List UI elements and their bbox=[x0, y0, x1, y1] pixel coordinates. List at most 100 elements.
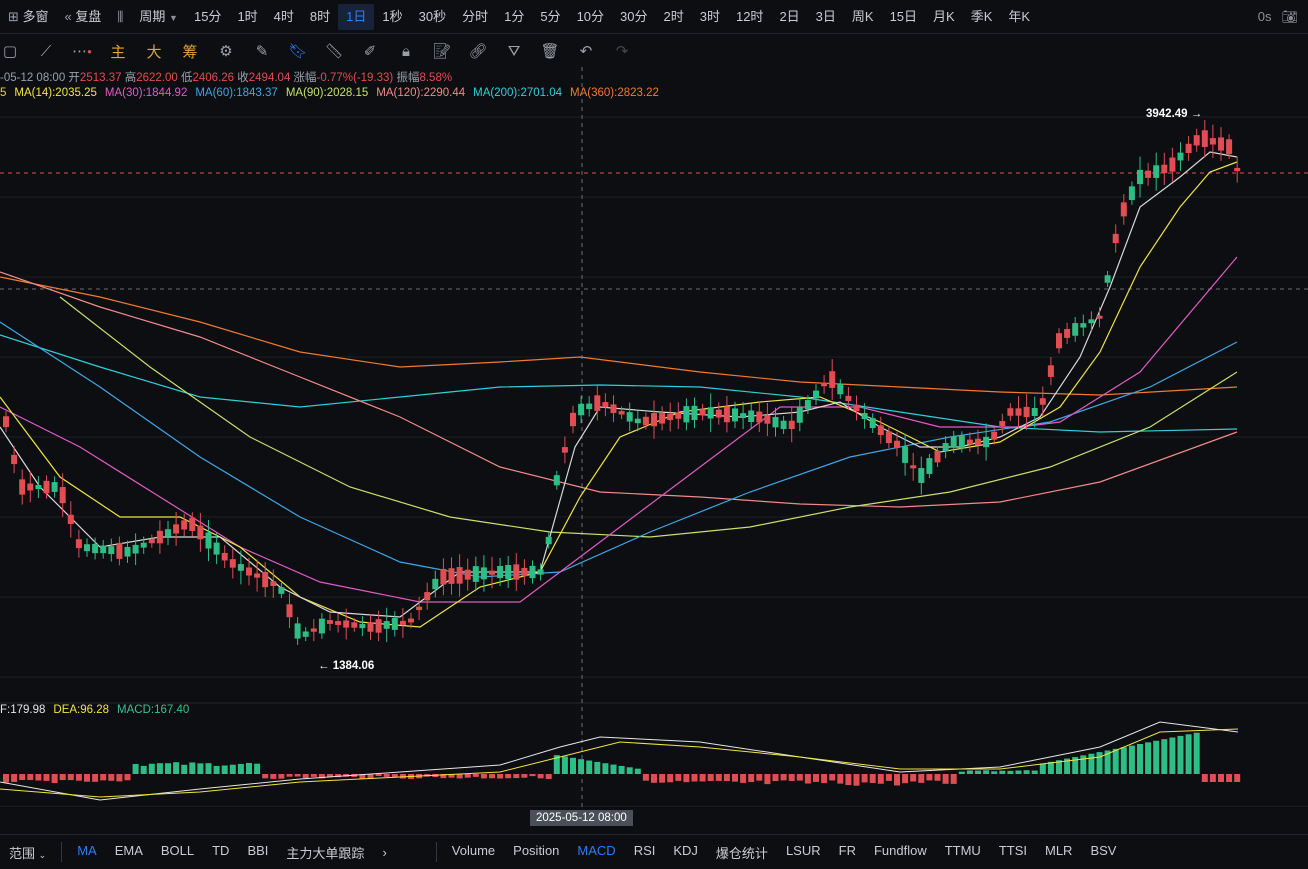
sub-indicator-8[interactable]: Fundflow bbox=[873, 842, 927, 858]
interval-17[interactable]: 周K bbox=[851, 8, 874, 24]
sub-indicator-12[interactable]: BSV bbox=[1090, 842, 1117, 858]
interval-7[interactable]: 分时 bbox=[462, 8, 489, 24]
indicator-settings-icon[interactable]: ⚙ bbox=[219, 43, 233, 60]
candle-body bbox=[796, 406, 803, 423]
interval-21[interactable]: 年K bbox=[1008, 8, 1031, 24]
period-dropdown[interactable]: 周期 ▼ bbox=[139, 8, 178, 24]
undo-icon[interactable]: ↶ bbox=[579, 43, 593, 60]
candle-body bbox=[578, 403, 585, 416]
candle-body bbox=[181, 520, 188, 530]
sub-indicator-9[interactable]: TTMU bbox=[944, 842, 981, 858]
macd-histogram-bar bbox=[302, 774, 309, 779]
interval-6[interactable]: 30秒 bbox=[418, 8, 447, 24]
mode-chip-button[interactable]: 筹 bbox=[182, 43, 198, 61]
candle-body bbox=[35, 484, 42, 490]
macd-histogram-bar bbox=[804, 774, 811, 784]
macd-histogram-bar bbox=[440, 774, 447, 779]
bookmark-icon[interactable]: 🔖︎ bbox=[288, 43, 308, 60]
pen-icon[interactable]: ✐ bbox=[363, 43, 377, 60]
macd-histogram-bar bbox=[983, 770, 990, 774]
interval-18[interactable]: 15日 bbox=[889, 8, 918, 24]
macd-histogram-bar bbox=[942, 774, 949, 784]
macd-histogram-bar bbox=[489, 774, 495, 779]
macd-histogram-bar bbox=[1080, 755, 1087, 774]
chevron-right-icon[interactable]: › bbox=[382, 844, 387, 860]
price-chart[interactable]: 3月 33月 133月 234月 24月 124月 225月 25月 226月 … bbox=[0, 67, 1308, 807]
interval-13[interactable]: 3时 bbox=[699, 8, 720, 24]
candle-body bbox=[934, 450, 941, 463]
sub-indicator-7[interactable]: FR bbox=[838, 842, 856, 858]
sub-indicator-5[interactable]: 爆仓统计 bbox=[715, 845, 768, 861]
candle-body bbox=[1080, 323, 1087, 328]
replay-button[interactable]: « 复盘 bbox=[64, 8, 102, 24]
sub-indicator-11[interactable]: MLR bbox=[1045, 842, 1073, 858]
draw-tools-icon[interactable]: ✎ bbox=[255, 43, 269, 60]
filter-icon[interactable]: ⛛ bbox=[507, 42, 521, 60]
trash-icon[interactable]: 🗑︎ bbox=[540, 43, 560, 60]
main-indicator-3[interactable]: TD bbox=[212, 842, 230, 858]
main-indicator-0[interactable]: MA bbox=[77, 842, 97, 858]
sub-indicator-2[interactable]: MACD bbox=[577, 842, 616, 858]
mode-big-button[interactable]: 大 bbox=[146, 43, 162, 61]
interval-10[interactable]: 10分 bbox=[576, 8, 605, 24]
link-icon[interactable]: 🔗︎ bbox=[468, 43, 488, 60]
sub-indicator-1[interactable]: Position bbox=[513, 842, 560, 858]
chart-type-button[interactable]: ⫼ bbox=[109, 4, 131, 30]
candle-body bbox=[1218, 137, 1224, 151]
main-indicator-4[interactable]: BBI bbox=[247, 842, 269, 858]
macd-histogram-bar bbox=[1177, 735, 1184, 774]
camera-icon[interactable]: 📷︎ bbox=[1281, 8, 1298, 24]
range-dropdown[interactable]: 范围 ⌄ bbox=[9, 845, 47, 861]
ma-legend-item: MA(200):2701.04 bbox=[473, 87, 563, 99]
macd-legend-item: DEA:96.28 bbox=[53, 704, 110, 716]
macd-histogram-bar bbox=[375, 774, 382, 777]
interval-16[interactable]: 3日 bbox=[815, 8, 836, 24]
sub-indicator-0[interactable]: Volume bbox=[451, 842, 496, 858]
interval-2[interactable]: 4时 bbox=[273, 8, 294, 24]
macd-histogram-bar bbox=[853, 774, 860, 786]
interval-1[interactable]: 1时 bbox=[237, 8, 258, 24]
interval-12[interactable]: 2时 bbox=[663, 8, 684, 24]
candle-body bbox=[902, 446, 909, 463]
candle-body bbox=[75, 539, 82, 549]
mode-main-button[interactable]: 主 bbox=[110, 43, 126, 61]
interval-5[interactable]: 1秒 bbox=[382, 8, 403, 24]
sub-indicator-6[interactable]: LSUR bbox=[785, 842, 821, 858]
macd-histogram-bar bbox=[1137, 744, 1143, 774]
macd-histogram-bar bbox=[84, 774, 90, 782]
candle-body bbox=[505, 565, 512, 579]
candle-body bbox=[1104, 275, 1111, 283]
main-indicator-2[interactable]: BOLL bbox=[160, 842, 195, 858]
interval-0[interactable]: 15分 bbox=[193, 8, 222, 24]
interval-8[interactable]: 1分 bbox=[504, 8, 525, 24]
macd-histogram-bar bbox=[140, 765, 147, 774]
sub-indicator-10[interactable]: TTSI bbox=[998, 842, 1027, 858]
interval-19[interactable]: 月K bbox=[933, 8, 955, 24]
layout-button[interactable]: ⊞ 多窗 bbox=[8, 8, 49, 24]
interval-11[interactable]: 30分 bbox=[620, 8, 648, 24]
interval-9[interactable]: 5分 bbox=[540, 8, 561, 24]
macd-histogram-bar bbox=[602, 763, 609, 774]
sub-indicator-3[interactable]: RSI bbox=[633, 842, 656, 858]
interval-3[interactable]: 8时 bbox=[309, 8, 331, 24]
macd-histogram-bar bbox=[205, 763, 212, 774]
lock-icon[interactable]: 🔒︎ bbox=[402, 42, 410, 60]
candle-body bbox=[375, 619, 382, 633]
interval-4[interactable]: 1日 bbox=[338, 3, 375, 30]
macd-histogram-bar bbox=[1104, 750, 1111, 774]
interval-14[interactable]: 12时 bbox=[735, 8, 764, 24]
main-indicator-5[interactable]: 主力大单跟踪 bbox=[286, 845, 365, 861]
candle-body bbox=[173, 524, 180, 534]
trendline-icon[interactable]: ⟋ bbox=[40, 42, 52, 60]
redo-icon[interactable]: ↷ bbox=[615, 43, 629, 60]
main-indicator-1[interactable]: EMA bbox=[114, 842, 143, 858]
interval-20[interactable]: 季K bbox=[970, 8, 993, 24]
candle-body bbox=[1056, 333, 1062, 349]
more-tools-icon[interactable]: ⋯ ● bbox=[72, 43, 92, 60]
macd-histogram-bar bbox=[3, 774, 9, 783]
ruler-icon[interactable]: 📏︎ bbox=[324, 43, 344, 60]
sub-indicator-4[interactable]: KDJ bbox=[673, 842, 698, 858]
interval-15[interactable]: 2日 bbox=[779, 8, 800, 24]
note-icon[interactable]: 📝︎ bbox=[432, 43, 452, 60]
rectangle-icon[interactable]: ▢ bbox=[2, 43, 18, 60]
